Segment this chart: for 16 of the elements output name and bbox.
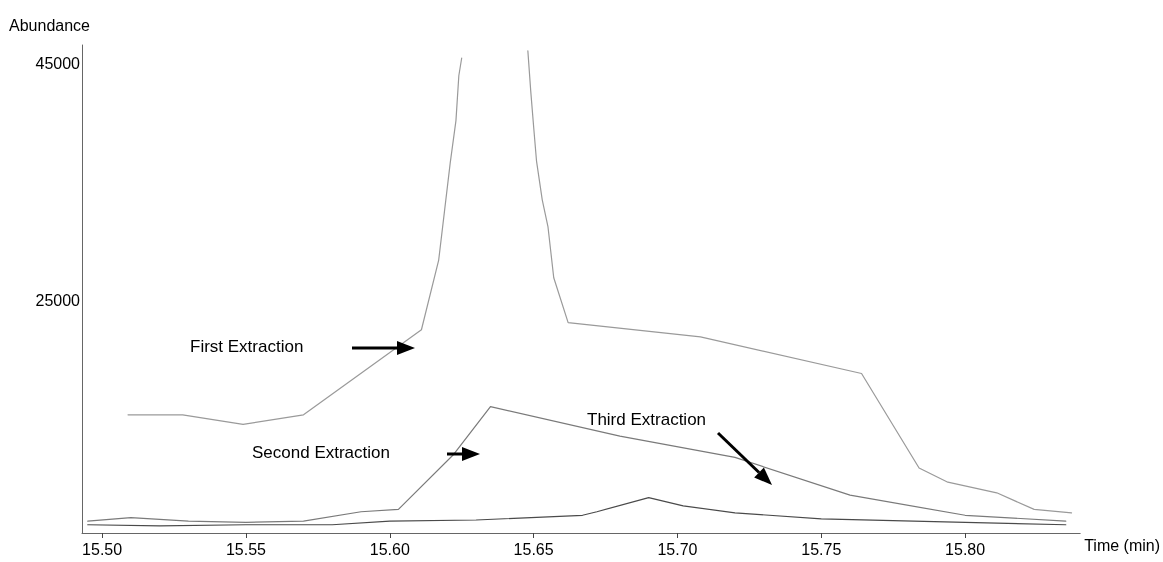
x-tick-label: 15.55 [225, 540, 267, 558]
x-tick-label: 15.80 [945, 540, 986, 558]
y-tick-label: 25000 [35, 291, 81, 309]
y-tick-label: 45000 [35, 55, 81, 73]
x-tick-label: 15.50 [82, 540, 123, 558]
line-series [87, 405, 1067, 523]
x-tick-label: 15.60 [369, 540, 410, 558]
line-series [87, 496, 1067, 527]
y-axis-title: Abundance [9, 16, 91, 34]
annotation: Second Extraction [252, 443, 390, 463]
x-tick-label: 15.70 [657, 540, 698, 558]
x-tick-label: 15.65 [513, 540, 554, 558]
annotation: Third Extraction [587, 410, 707, 430]
x-axis-title: Time (min) [1084, 536, 1160, 554]
x-tick-label: 15.75 [801, 540, 842, 558]
annotation: First Extraction [190, 337, 304, 357]
